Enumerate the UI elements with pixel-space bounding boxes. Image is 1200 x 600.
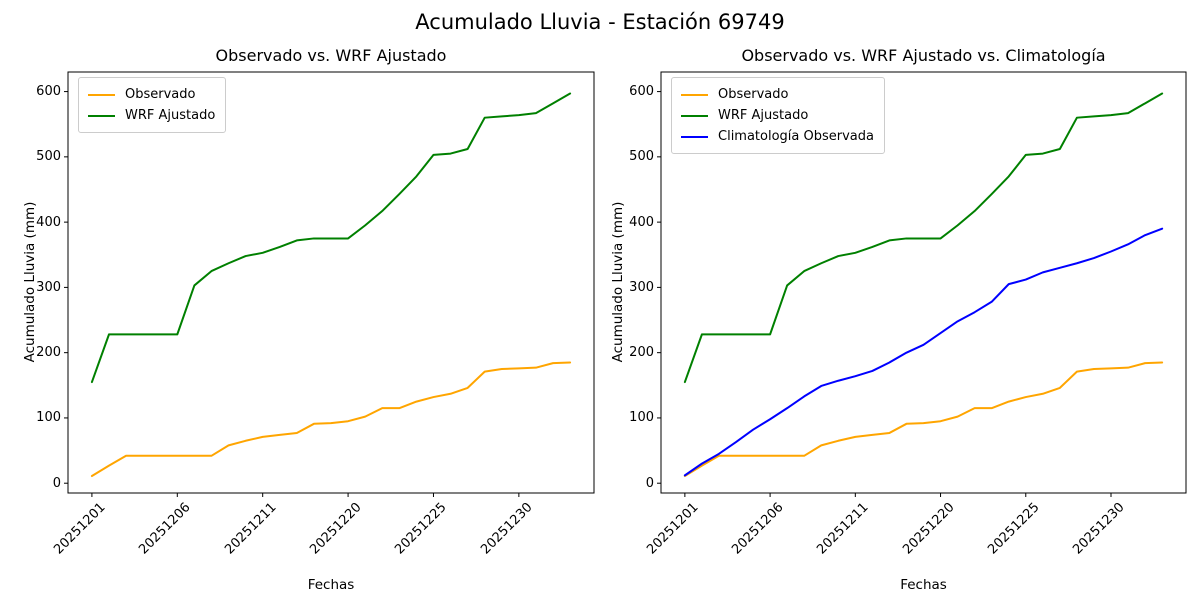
y-tick-label: 600 bbox=[629, 84, 654, 100]
y-tick-label: 200 bbox=[629, 345, 654, 361]
series-line-observado bbox=[90, 361, 572, 478]
y-tick-label: 0 bbox=[52, 475, 61, 491]
legend-label: WRF Ajustado bbox=[125, 108, 216, 123]
series-line-wrf-ajustado bbox=[683, 92, 1164, 384]
right-legend: Observado WRF Ajustado Climatología Observ… bbox=[671, 77, 885, 154]
legend-item: Observado bbox=[681, 84, 874, 105]
y-tick-label: 100 bbox=[36, 410, 61, 426]
y-tick-label: 100 bbox=[629, 410, 654, 426]
y-tick-label: 600 bbox=[36, 84, 61, 100]
legend-item: WRF Ajustado bbox=[681, 105, 874, 126]
y-tick-label: 0 bbox=[645, 475, 654, 491]
legend-line-swatch bbox=[681, 135, 708, 138]
legend-label: Climatología Observada bbox=[718, 129, 874, 144]
y-tick-label: 300 bbox=[629, 279, 654, 295]
right-x-axis-label: Fechas bbox=[900, 577, 947, 593]
y-tick-label: 500 bbox=[629, 149, 654, 165]
y-tick-label: 200 bbox=[36, 345, 61, 361]
legend-line-swatch bbox=[88, 93, 115, 96]
left-subplot-title: Observado vs. WRF Ajustado bbox=[215, 46, 447, 65]
legend-line-swatch bbox=[681, 114, 708, 117]
right-subplot-title: Observado vs. WRF Ajustado vs. Climatolo… bbox=[741, 46, 1106, 65]
legend-item: Observado bbox=[88, 84, 215, 105]
left-legend: Observado WRF Ajustado bbox=[78, 77, 227, 133]
left-x-axis-label: Fechas bbox=[307, 577, 355, 593]
legend-line-swatch bbox=[88, 114, 115, 117]
y-tick-label: 500 bbox=[36, 149, 61, 165]
series-line-climatolog-a-observada bbox=[683, 227, 1164, 477]
axes-frame bbox=[67, 71, 595, 494]
y-tick-label: 400 bbox=[629, 214, 654, 230]
figure-title: Acumulado Lluvia - Estación 69749 bbox=[415, 10, 785, 34]
legend-line-swatch bbox=[681, 93, 708, 96]
series-line-wrf-ajustado bbox=[90, 92, 572, 384]
axes-frame bbox=[660, 71, 1187, 494]
legend-item: Climatología Observada bbox=[681, 126, 874, 147]
legend-label: Observado bbox=[125, 87, 196, 102]
legend-label: WRF Ajustado bbox=[718, 108, 809, 123]
legend-item: WRF Ajustado bbox=[88, 105, 215, 126]
series-line-observado bbox=[683, 361, 1164, 478]
legend-label: Observado bbox=[718, 87, 789, 102]
y-tick-label: 300 bbox=[36, 279, 61, 295]
y-tick-label: 400 bbox=[36, 214, 61, 230]
